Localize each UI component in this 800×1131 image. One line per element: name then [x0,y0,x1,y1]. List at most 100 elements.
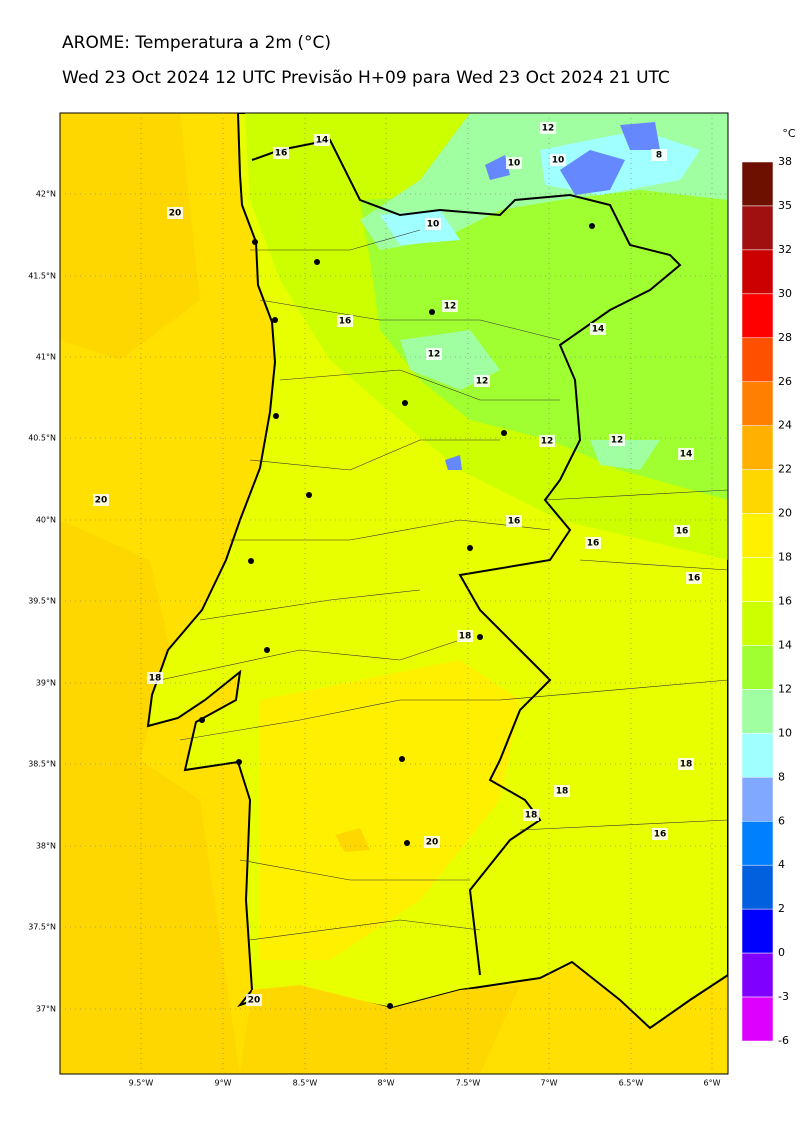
contour-label-bg [457,630,473,642]
city-marker [589,223,595,229]
contour-label: 12 [541,437,554,447]
contour-label: 16 [587,539,600,549]
colorbar-bin [741,864,774,910]
lon-label: 6.5°W [619,1079,644,1088]
city-marker [314,259,320,265]
city-marker [248,558,254,564]
colorbar-bin [741,645,774,690]
map-frame [59,112,729,1075]
city-marker [236,759,242,765]
contour-label-bg [506,157,522,169]
lon-label: 8.5°W [293,1079,318,1088]
contour-label: 12 [444,302,457,312]
lon-label: 8°W [378,1079,395,1088]
colorbar-bin [741,161,774,207]
contour-label-bg [506,515,522,527]
colorbar-bin [741,689,774,734]
colorbar-tick-label: 18 [778,551,792,564]
lat-label: 40.5°N [28,434,56,443]
contour-label: 16 [339,317,352,327]
colorbar-tick-label: 32 [778,243,792,256]
lon-label: 6°W [704,1079,721,1088]
contour-label: 16 [654,830,667,840]
contour-label-bg [678,448,694,460]
contour-label-bg [678,758,694,770]
contour-label: 16 [275,149,288,159]
contour-label-bg [273,147,289,159]
contour-label: 10 [508,159,521,169]
lat-label: 37.5°N [28,923,56,932]
contour-label: 8 [656,151,662,161]
lat-label: 39°N [36,679,56,688]
contour-label-bg [426,348,442,360]
colorbar-tick-label: -6 [778,1034,789,1047]
contour-label: 18 [149,674,162,684]
contour-label-bg [550,154,566,166]
colorbar-tick-label: 14 [778,638,792,651]
contour-label-bg [246,994,262,1006]
colorbar-tick-label: 20 [778,507,792,520]
colorbar-tick-label: 0 [778,946,785,959]
contour-label: 20 [426,838,439,848]
contour-label: 18 [556,787,569,797]
contour-label-bg [147,672,163,684]
colorbar-unit: °C [782,127,796,140]
contour-label-bg [167,207,183,219]
contour-label: 16 [676,527,689,537]
colorbar-bin [741,821,774,866]
colorbar-bin [741,777,774,822]
contour-label: 12 [542,124,555,134]
city-marker [404,840,410,846]
colorbar-tick-label: 4 [778,858,785,871]
contour-label-bg [585,537,601,549]
colorbar-tick-label: -3 [778,990,789,1003]
lon-label: 7.5°W [456,1079,481,1088]
contour-label-bg [424,836,440,848]
contour-label: 16 [508,517,521,527]
contour-label: 14 [592,325,605,335]
colorbar-bin [741,952,774,998]
contour-label-bg [93,494,109,506]
colorbar-bin [741,337,774,382]
contour-label: 10 [552,156,565,166]
contour-label: 14 [316,136,329,146]
colorbar-bin [741,249,774,295]
lat-label: 38.5°N [28,760,56,769]
map-area [60,113,728,1074]
colorbar-bin [741,996,774,1042]
contour-label: 14 [680,450,693,460]
city-marker [306,492,312,498]
city-marker [264,647,270,653]
lat-label: 41.5°N [28,272,56,281]
contour-label-bg [539,435,555,447]
lat-label: 37°N [36,1005,56,1014]
colorbar-tick-label: 16 [778,595,792,608]
lat-label: 42°N [36,190,56,199]
city-marker [272,317,278,323]
contour-label-bg [590,323,606,335]
contour-label: 12 [428,350,441,360]
colorbar-bin [741,425,774,470]
north-light [360,113,728,470]
colorbar-bin [741,205,774,251]
contour-label-bg [674,525,690,537]
contour-label: 20 [169,209,182,219]
border [251,138,682,976]
contour-label: 12 [476,377,489,387]
colorbar-bin [741,381,774,426]
lon-label: 9.5°W [129,1079,154,1088]
north-green [360,180,728,500]
lat-label: 40°N [36,516,56,525]
contour-label-bg [523,809,539,821]
colorbar-tick-label: 8 [778,770,785,783]
contour-label-bg [425,218,441,230]
contour-label: 20 [95,496,108,506]
contour-label-bg [651,149,667,161]
colorbar-bin [741,293,774,339]
south-hot [240,828,520,1074]
south-warm [260,660,520,960]
city-marker [429,309,435,315]
colorbar-tick-label: 30 [778,287,792,300]
lon-label: 7°W [541,1079,558,1088]
